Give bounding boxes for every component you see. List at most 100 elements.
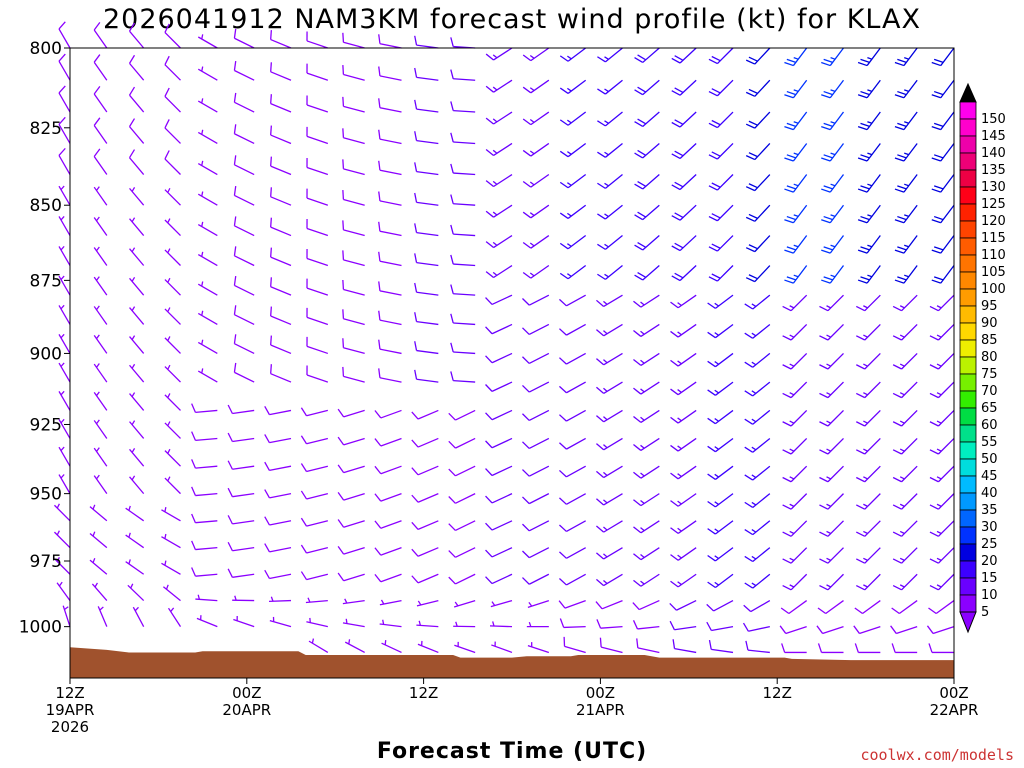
barb-half-feather xyxy=(604,213,609,218)
wind-barb xyxy=(522,409,550,421)
barb-half-feather xyxy=(793,244,799,248)
barb-staff xyxy=(129,277,145,296)
barb-staff xyxy=(564,599,586,609)
barb-feather xyxy=(378,221,381,232)
wind-barb xyxy=(931,111,955,131)
wind-barb xyxy=(744,493,771,509)
barb-feather xyxy=(711,55,721,62)
barb-staff xyxy=(829,47,845,66)
barb-feather xyxy=(522,577,530,585)
barb-half-feather xyxy=(830,89,836,93)
wind-barb xyxy=(819,323,844,341)
barb-staff xyxy=(343,465,365,474)
barb-staff xyxy=(306,40,329,49)
barb-staff xyxy=(937,409,955,427)
barb-feather xyxy=(633,444,642,451)
barb-feather xyxy=(378,339,381,350)
barb-staff xyxy=(677,520,697,534)
barb-half-feather xyxy=(201,251,204,257)
colorbar-swatch xyxy=(959,509,977,528)
barb-half-feather xyxy=(167,187,171,193)
barb-half-feather xyxy=(603,444,608,449)
wind-barb xyxy=(450,69,476,81)
barb-feather xyxy=(931,94,941,99)
barb-feather xyxy=(744,528,754,536)
barb-feather xyxy=(485,326,493,335)
wind-barb xyxy=(450,224,476,237)
barb-feather xyxy=(414,312,418,322)
wind-barb xyxy=(707,520,734,535)
barb-staff xyxy=(677,437,697,452)
wind-barb xyxy=(817,600,844,615)
barb-half-feather xyxy=(789,363,795,367)
barb-feather xyxy=(633,330,642,337)
barb-half-feather xyxy=(131,475,136,481)
barb-feather xyxy=(784,61,794,67)
barb-staff xyxy=(269,619,292,628)
wind-barb xyxy=(448,465,476,477)
barb-feather xyxy=(823,246,833,251)
barb-staff xyxy=(790,520,808,537)
wind-barb xyxy=(129,420,145,439)
barb-feather xyxy=(522,469,530,477)
barb-staff xyxy=(58,305,71,325)
barb-feather xyxy=(637,180,647,187)
barb-feather xyxy=(894,249,905,254)
colorbar-swatch xyxy=(959,186,977,205)
wind-barb xyxy=(784,174,808,193)
barb-staff xyxy=(901,547,918,564)
wind-barb xyxy=(894,47,918,67)
wind-barb xyxy=(522,381,550,393)
colorbar-label: 75 xyxy=(981,367,998,382)
barb-feather xyxy=(744,332,754,339)
barb-staff xyxy=(491,520,513,531)
colorbar-label: 40 xyxy=(981,486,998,501)
wind-barb xyxy=(596,437,623,451)
barb-half-feather xyxy=(830,152,836,156)
barb-feather xyxy=(450,194,454,204)
barb-half-feather xyxy=(677,527,682,532)
wind-barb xyxy=(227,487,255,498)
wind-barb xyxy=(892,493,918,510)
barb-feather xyxy=(485,149,494,156)
wind-barb xyxy=(558,323,586,336)
barb-staff xyxy=(89,559,108,575)
wind-barb xyxy=(453,621,476,628)
barb-half-feather xyxy=(529,150,535,155)
barb-staff xyxy=(711,648,734,654)
wind-barb xyxy=(485,465,513,477)
barb-half-feather xyxy=(863,557,868,561)
barb-staff xyxy=(640,409,660,423)
wind-barb xyxy=(784,79,808,99)
wind-barb xyxy=(821,265,845,284)
barb-feather xyxy=(233,92,237,103)
barb-feather xyxy=(782,335,792,341)
barb-feather xyxy=(596,578,605,587)
barb-feather xyxy=(270,125,272,136)
barb-feather xyxy=(817,643,823,653)
wind-barb xyxy=(89,504,108,522)
barb-half-feather xyxy=(640,416,645,421)
barb-feather xyxy=(748,244,758,250)
wind-barb xyxy=(197,191,218,206)
barb-staff xyxy=(530,47,550,62)
barb-staff xyxy=(566,381,586,394)
wind-barb xyxy=(821,79,845,99)
wind-barb xyxy=(53,503,71,522)
barb-staff xyxy=(829,174,845,193)
barb-feather xyxy=(264,543,270,553)
wind-barb xyxy=(485,493,513,504)
barb-staff xyxy=(379,107,402,113)
barb-feather xyxy=(270,187,272,197)
x-tick-label: 22APR xyxy=(930,701,979,719)
barb-staff xyxy=(679,79,697,96)
barb-half-feather xyxy=(201,281,204,287)
wind-barb xyxy=(164,150,181,175)
barb-staff xyxy=(642,47,660,63)
wind-barb xyxy=(522,493,550,505)
barb-feather xyxy=(784,188,794,193)
wind-barb xyxy=(485,520,513,531)
wind-barb xyxy=(342,338,365,355)
barb-half-feather xyxy=(170,607,175,612)
x-tick-label: 00Z xyxy=(586,684,615,702)
